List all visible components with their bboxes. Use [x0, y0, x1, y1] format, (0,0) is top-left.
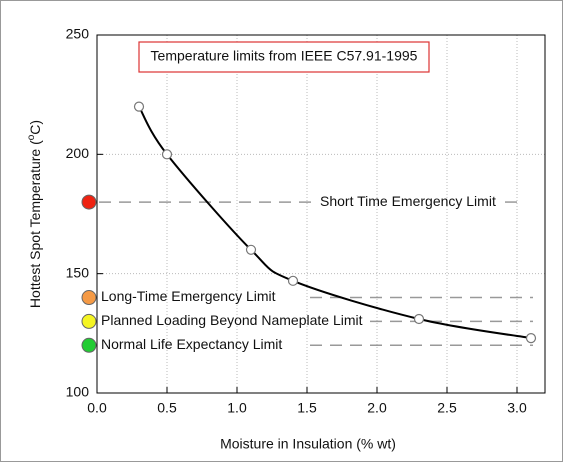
point [245, 244, 257, 255]
y-label-part: C) [27, 120, 43, 135]
point [133, 101, 145, 112]
x-tick-label: 2.0 [367, 400, 387, 416]
point [413, 313, 425, 325]
limit-dot [81, 337, 97, 353]
limit-label: Long-Time Emergency Limit [101, 288, 276, 304]
plot-frame [96, 34, 546, 394]
point [525, 333, 537, 344]
x-tick-label: 0.5 [157, 400, 177, 416]
y-label-part: Hottest Spot Temperature ( [27, 140, 43, 308]
limit-label: Normal Life Expectancy Limit [101, 336, 282, 352]
point [287, 275, 299, 286]
x-tick-label: 2.5 [437, 400, 457, 416]
annotation: Temperature limits from IEEE C57.91-1995 [151, 48, 418, 64]
x-axis-label: Moisture in Insulation (% wt) [220, 436, 396, 452]
point [161, 149, 173, 160]
x-tick-label: 1.5 [297, 400, 317, 416]
limit-label: Short Time Emergency Limit [320, 193, 496, 209]
y-tick-label: 150 [66, 264, 90, 280]
y-label-sup: o [26, 134, 37, 140]
x-tick-label: 0.0 [87, 400, 107, 416]
limit-dot [81, 313, 97, 329]
y-tick-label: 250 [66, 26, 90, 42]
x-tick-label: 1.0 [227, 400, 247, 416]
y-tick-label: 100 [66, 384, 90, 400]
x-tick-label: 3.0 [507, 400, 527, 416]
limit-dot [81, 290, 97, 306]
limit-dot [81, 194, 97, 210]
y-tick-label: 200 [66, 145, 90, 161]
limit-label: Planned Loading Beyond Nameplate Limit [101, 312, 363, 328]
annotation-box [138, 41, 430, 73]
y-axis-label: Hottest Spot Temperature (oC) [26, 120, 43, 308]
